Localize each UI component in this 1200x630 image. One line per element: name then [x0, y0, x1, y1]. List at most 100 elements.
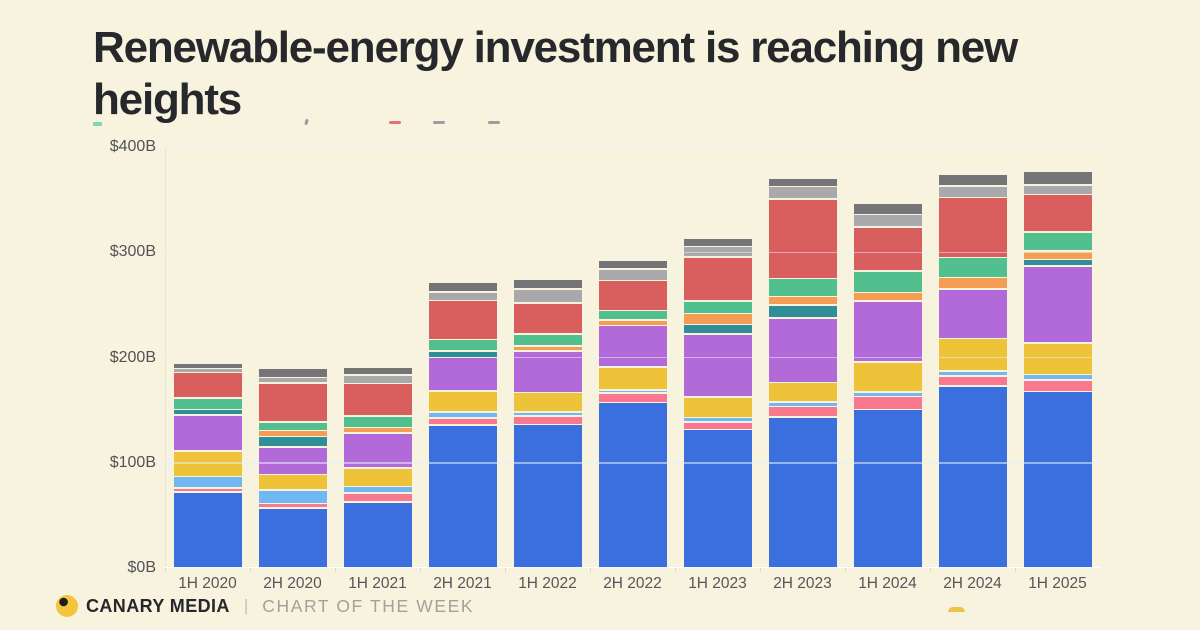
x-tick-label: 1H 2023: [688, 575, 747, 592]
bar-segment-orange: [513, 346, 582, 351]
bar-segment-light-blue: [173, 477, 242, 488]
x-tick-label: 1H 2024: [858, 575, 917, 592]
bar-segment-blue: [938, 386, 1007, 568]
bar-segment-teal: [173, 410, 242, 415]
x-tick-mark: [250, 568, 251, 572]
bar-segment-orange: [938, 278, 1007, 289]
decorative-yellow-dome: [948, 607, 965, 612]
bar-segment-pink: [853, 397, 922, 409]
bar-segment-gold: [1023, 343, 1092, 374]
bar-segment-light-blue: [343, 487, 412, 493]
bar-slot: [420, 147, 505, 568]
x-tick-label: 2H 2024: [943, 575, 1002, 592]
bar-segment-light-gray: [598, 269, 667, 280]
stacked-bar-2h-2020: [258, 369, 327, 568]
x-tick-label: 2H 2020: [263, 575, 322, 592]
bar-segment-gold: [343, 468, 412, 486]
bar-segment-light-gray: [938, 186, 1007, 197]
bar-segment-green: [938, 258, 1007, 277]
bar-slot: [505, 147, 590, 568]
bar-segment-blue: [428, 425, 497, 568]
bar-segment-light-blue: [598, 390, 667, 393]
x-tick-label: 2H 2021: [433, 575, 492, 592]
stacked-bar-1h-2024: [853, 204, 922, 568]
bar-segment-gold: [513, 393, 582, 412]
x-axis-baseline: [165, 567, 1100, 568]
bar-segment-dark-gray: [853, 204, 922, 214]
bar-segment-purple: [513, 351, 582, 392]
x-tick-mark: [590, 568, 591, 572]
bar-slot: [760, 147, 845, 568]
bar-segment-orange: [598, 320, 667, 325]
bar-segment-dark-gray: [938, 175, 1007, 186]
bar-segment-light-gray: [853, 215, 922, 227]
bar-segment-purple: [428, 358, 497, 391]
bar-segment-light-gray: [768, 187, 837, 199]
bar-segment-blue: [853, 410, 922, 568]
bar-segment-pink: [513, 416, 582, 424]
stacked-bar-1h-2021: [343, 368, 412, 568]
bar-segment-green: [683, 301, 752, 313]
bar-segment-gold: [173, 451, 242, 476]
x-tick-label: 1H 2022: [518, 575, 577, 592]
bar-segment-blue: [1023, 392, 1092, 568]
bar-segment-purple: [1023, 266, 1092, 343]
bar-segment-red: [428, 301, 497, 339]
bar-stack-container: [165, 147, 1100, 568]
bar-segment-pink: [343, 493, 412, 502]
bar-segment-orange: [1023, 251, 1092, 259]
bar-segment-light-blue: [683, 418, 752, 422]
bar-slot: [335, 147, 420, 568]
bar-segment-purple: [683, 334, 752, 397]
bar-segment-gold: [938, 339, 1007, 371]
bar-segment-light-blue: [258, 490, 327, 503]
bar-slot: [250, 147, 335, 568]
bar-segment-light-gray: [173, 369, 242, 372]
bar-segment-pink: [768, 407, 837, 416]
y-tick-label: $200B: [109, 348, 156, 366]
bar-slot: [675, 147, 760, 568]
bar-segment-light-blue: [513, 412, 582, 416]
stacked-bar-1h-2022: [513, 280, 582, 568]
footer-separator: |: [243, 596, 249, 615]
x-tick-mark: [760, 568, 761, 572]
bar-segment-blue: [173, 492, 242, 568]
footer-brand: CANARY MEDIA: [86, 595, 230, 616]
bar-slot: [845, 147, 930, 568]
bar-segment-orange: [258, 431, 327, 436]
bar-slot: [1015, 147, 1100, 568]
chart-title: Renewable-energy investment is reaching …: [93, 23, 1018, 124]
canary-media-logo-icon: [56, 595, 78, 617]
x-tick-label: 1H 2021: [348, 575, 407, 592]
bar-segment-red: [598, 281, 667, 310]
bar-segment-light-gray: [428, 292, 497, 300]
bar-segment-light-gray: [258, 378, 327, 383]
bar-segment-blue: [343, 502, 412, 568]
bar-segment-green: [768, 279, 837, 296]
bar-segment-red: [343, 384, 412, 416]
bar-segment-green: [853, 271, 922, 292]
bar-segment-teal: [428, 351, 497, 357]
bar-segment-light-gray: [683, 247, 752, 257]
bar-segment-red: [768, 199, 837, 278]
x-tick-label: 2H 2022: [603, 575, 662, 592]
bar-segment-light-gray: [513, 289, 582, 303]
bar-segment-red: [1023, 195, 1092, 232]
bar-slot: [930, 147, 1015, 568]
bar-segment-orange: [343, 428, 412, 433]
bar-segment-blue: [258, 508, 327, 568]
bar-segment-blue: [598, 403, 667, 568]
bar-segment-red: [683, 257, 752, 301]
plot-area: 1H 2020 2H 2020 1H 2021 2H 2021 1H 2022 2H 20…: [110, 138, 1100, 592]
y-tick-label: $300B: [109, 243, 156, 261]
bar-segment-purple: [258, 447, 327, 474]
bar-segment-green: [258, 422, 327, 430]
x-tick-mark: [335, 568, 336, 572]
bar-segment-red: [938, 198, 1007, 257]
bar-segment-orange: [768, 297, 837, 305]
bar-segment-red: [513, 303, 582, 334]
bar-segment-purple: [598, 326, 667, 367]
bar-segment-teal: [258, 437, 327, 447]
bar-segment-gold: [428, 391, 497, 412]
x-tick-mark: [165, 568, 166, 572]
